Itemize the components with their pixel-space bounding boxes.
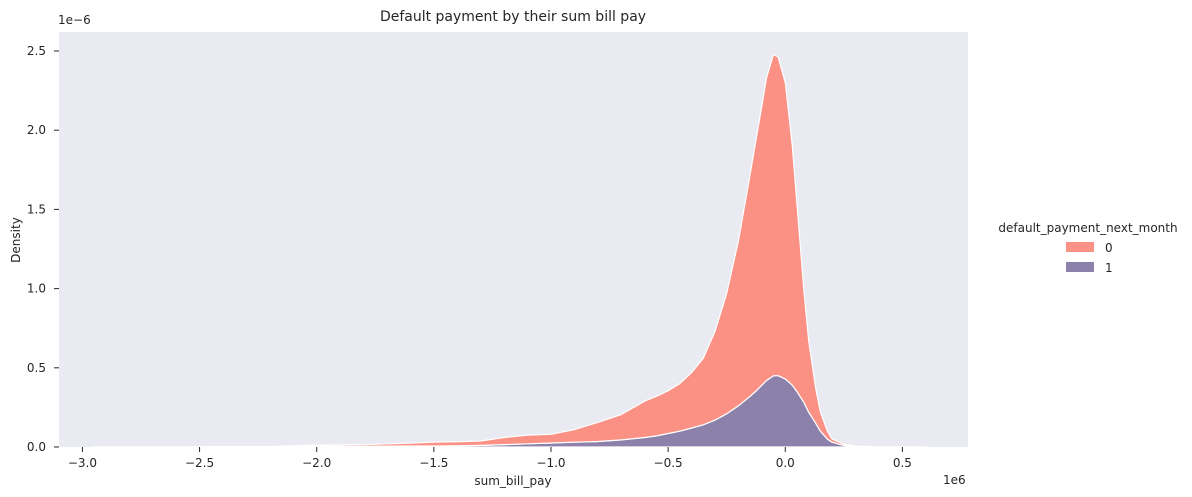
y-tick-label: 2.0 xyxy=(27,123,46,137)
x-tick-label: 0.0 xyxy=(776,456,795,470)
legend-label-1: 1 xyxy=(1105,261,1113,275)
x-offset-label: 1e6 xyxy=(943,473,966,487)
x-tick-label: −1.0 xyxy=(536,456,565,470)
x-axis-label: sum_bill_pay xyxy=(474,474,551,488)
y-tick-label: 1.0 xyxy=(27,282,46,296)
legend-swatch-0 xyxy=(1066,242,1094,252)
legend-swatch-1 xyxy=(1066,262,1094,272)
legend-label-0: 0 xyxy=(1105,241,1113,255)
y-tick-label: 1.5 xyxy=(27,202,46,216)
y-tick-label: 2.5 xyxy=(27,44,46,58)
legend: default_payment_next_month 0 1 xyxy=(998,221,1177,275)
y-axis-label: Density xyxy=(9,217,23,263)
y-offset-label: 1e−6 xyxy=(58,13,91,27)
y-tick-label: 0.5 xyxy=(27,361,46,375)
x-axis-ticks: −3.0 −2.5 −2.0 −1.5 −1.0 −0.5 0.0 0.5 xyxy=(68,447,912,470)
x-tick-label: −0.5 xyxy=(654,456,683,470)
x-tick-label: 0.5 xyxy=(893,456,912,470)
y-axis-ticks: 0.0 0.5 1.0 1.5 2.0 2.5 xyxy=(27,44,59,454)
y-tick-label: 0.0 xyxy=(27,440,46,454)
x-tick-label: −2.0 xyxy=(302,456,331,470)
x-tick-label: −1.5 xyxy=(419,456,448,470)
x-tick-label: −3.0 xyxy=(68,456,97,470)
plot-area xyxy=(59,32,968,447)
legend-title: default_payment_next_month xyxy=(998,221,1177,235)
x-tick-label: −2.5 xyxy=(185,456,214,470)
chart-title: Default payment by their sum bill pay xyxy=(380,9,646,25)
